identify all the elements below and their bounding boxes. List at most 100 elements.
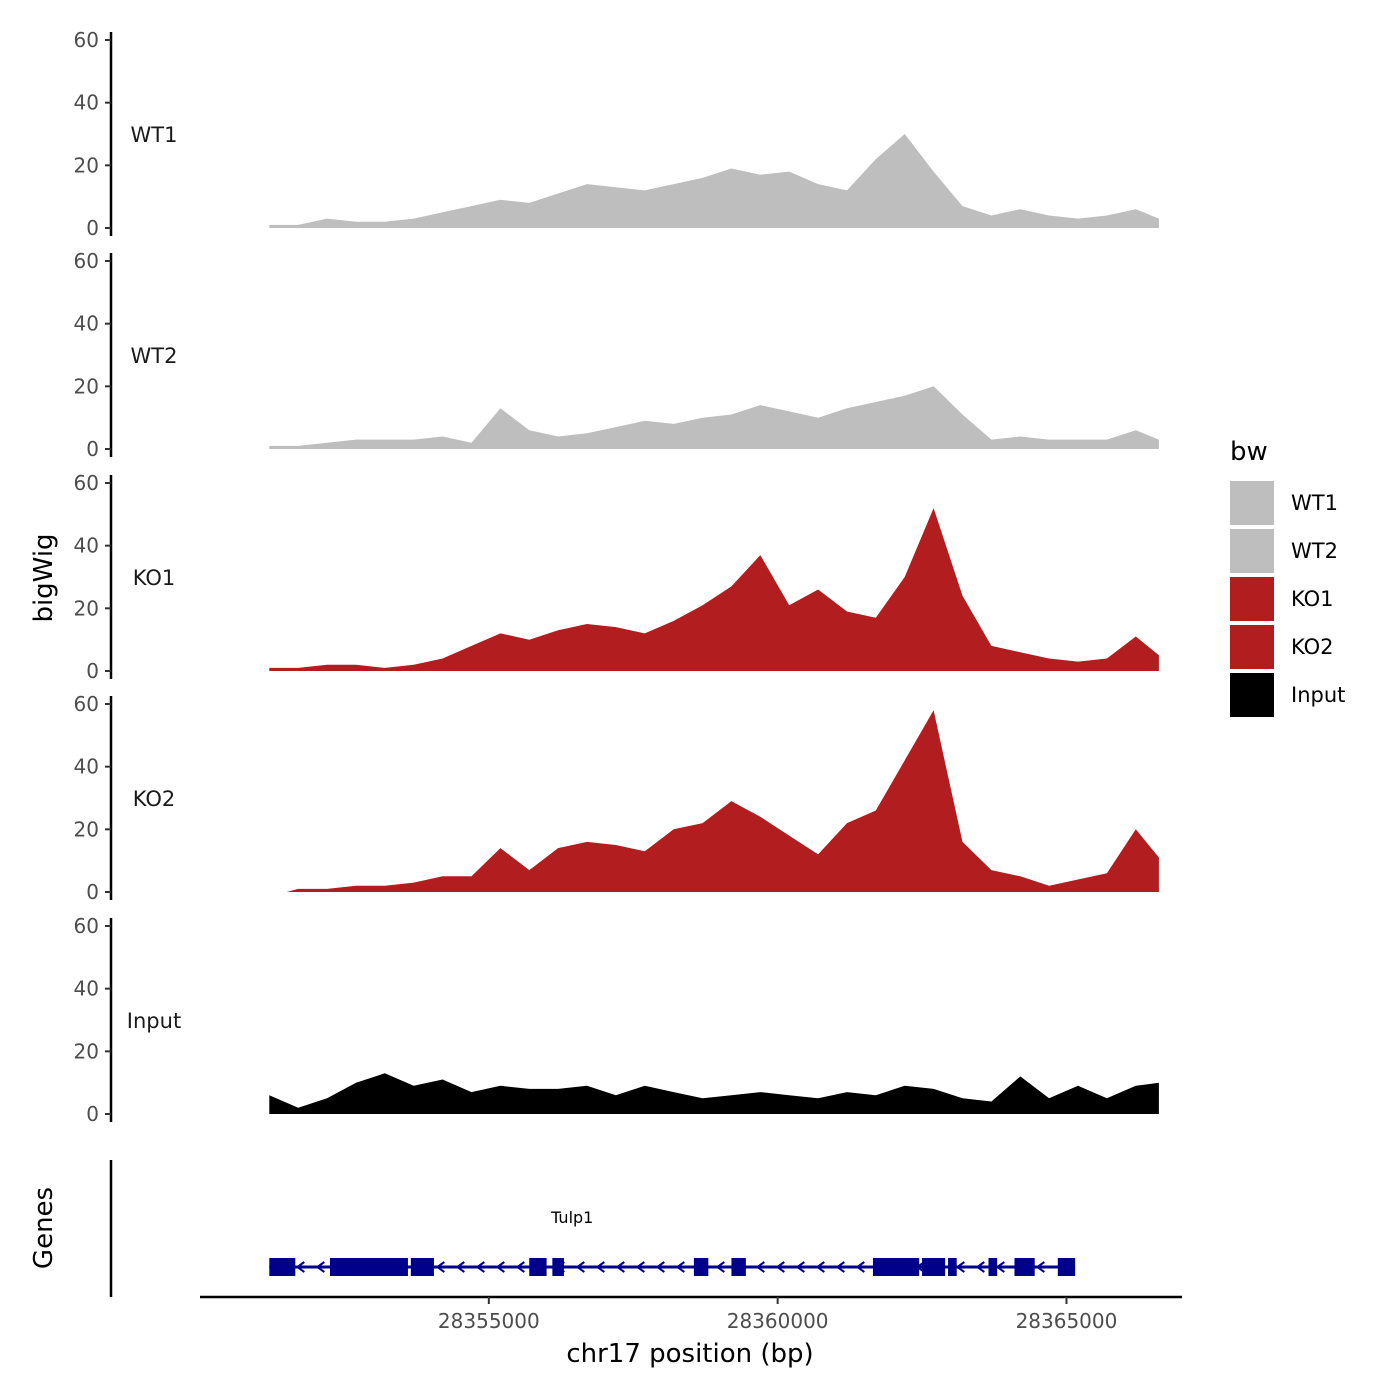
strand-arrow [755, 1261, 765, 1273]
strand-arrow [815, 1261, 825, 1273]
strand-arrow [775, 1261, 785, 1273]
legend-label: WT2 [1291, 539, 1338, 563]
exon [329, 1258, 408, 1276]
y-tick-label: 0 [86, 659, 99, 683]
track-label: KO2 [133, 787, 176, 811]
strand-arrow [315, 1261, 325, 1273]
strand-arrow [595, 1261, 605, 1273]
exon [731, 1258, 746, 1276]
track-label: WT2 [131, 344, 178, 368]
legend-label: WT1 [1291, 491, 1338, 515]
y-tick-label: 40 [74, 977, 99, 1001]
y-tick-label: 0 [86, 880, 99, 904]
track-panels: 0 20 40 60 WT1 0 20 40 60 WT2 0 20 40 60 KO1 0 20 40 60 KO2… [74, 28, 1159, 1126]
y-tick-label: 0 [86, 216, 99, 240]
y-tick-label: 40 [74, 91, 99, 115]
legend: bw WT1 WT2 KO1 KO2 Input [1230, 437, 1345, 717]
exon [1014, 1258, 1035, 1276]
strand-arrow [675, 1261, 685, 1273]
strand-arrow [715, 1261, 725, 1273]
y-tick-label: 20 [74, 374, 99, 398]
x-axis-title: chr17 position (bp) [566, 1339, 813, 1369]
strand-arrow [635, 1261, 645, 1273]
strand-arrow [455, 1261, 465, 1273]
y-tick-label: 40 [74, 534, 99, 558]
x-tick-label: 28355000 [438, 1309, 540, 1333]
legend-label: KO1 [1291, 587, 1334, 611]
strand-arrow [615, 1261, 625, 1273]
legend-items: WT1 WT2 KO1 KO2 Input [1230, 481, 1345, 717]
strand-arrow [575, 1261, 585, 1273]
strand-arrow [435, 1261, 445, 1273]
strand-arrow [655, 1261, 665, 1273]
coverage-area [269, 386, 1159, 449]
exon [529, 1258, 547, 1276]
track-ko2: 0 20 40 60 KO2 [74, 692, 1159, 904]
exon [948, 1258, 957, 1276]
y-axis-title: bigWig [29, 533, 59, 622]
legend-swatch [1230, 577, 1274, 621]
coverage-area [286, 710, 1159, 892]
exon [410, 1258, 434, 1276]
track-wt1: 0 20 40 60 WT1 [74, 28, 1159, 240]
strand-arrow [995, 1261, 1005, 1273]
legend-item-ko1: KO1 [1230, 577, 1334, 621]
legend-item-wt1: WT1 [1230, 481, 1338, 525]
strand-arrow [475, 1261, 485, 1273]
strand-arrow [955, 1261, 965, 1273]
legend-swatch [1230, 625, 1274, 669]
track-label: Input [127, 1009, 181, 1033]
legend-swatch [1230, 529, 1274, 573]
y-tick-label: 20 [74, 153, 99, 177]
track-ko1: 0 20 40 60 KO1 [74, 471, 1159, 683]
exon [269, 1258, 296, 1276]
y-tick-label: 0 [86, 437, 99, 461]
strand-arrow [1035, 1261, 1045, 1273]
track-wt2: 0 20 40 60 WT2 [74, 249, 1159, 461]
track-input: 0 20 40 60 Input [74, 914, 1159, 1126]
y-tick-label: 20 [74, 1039, 99, 1063]
x-axis: 28355000 28360000 28365000 [200, 1295, 1182, 1333]
strand-arrow [835, 1261, 845, 1273]
legend-item-input: Input [1230, 673, 1345, 717]
strand-arrow [975, 1261, 985, 1273]
x-tick-label: 28360000 [727, 1309, 829, 1333]
legend-item-ko2: KO2 [1230, 625, 1334, 669]
track-label: WT1 [131, 123, 178, 147]
legend-label: KO2 [1291, 635, 1334, 659]
y-tick-label: 60 [74, 471, 99, 495]
legend-title: bw [1230, 437, 1268, 467]
coverage-area [269, 508, 1159, 671]
legend-swatch [1230, 481, 1274, 525]
coverage-area [269, 1073, 1159, 1114]
exon [552, 1258, 564, 1276]
strand-arrow [795, 1261, 805, 1273]
y-tick-label: 60 [74, 692, 99, 716]
genes-axis-title: Genes [29, 1187, 59, 1269]
gene-track-panel: Tulp1 [109, 1160, 1076, 1297]
legend-item-wt2: WT2 [1230, 529, 1338, 573]
strand-arrow [495, 1261, 505, 1273]
y-tick-label: 60 [74, 914, 99, 938]
exon [693, 1258, 709, 1276]
y-tick-label: 20 [74, 596, 99, 620]
y-tick-label: 0 [86, 1102, 99, 1126]
legend-label: Input [1291, 683, 1345, 707]
y-tick-label: 20 [74, 817, 99, 841]
gene-name: Tulp1 [550, 1208, 593, 1227]
y-tick-label: 60 [74, 249, 99, 273]
strand-arrow [295, 1261, 305, 1273]
y-tick-label: 60 [74, 28, 99, 52]
x-tick-label: 28365000 [1016, 1309, 1118, 1333]
exon [922, 1258, 946, 1276]
exon [1057, 1258, 1076, 1276]
coverage-area [269, 134, 1159, 228]
legend-swatch [1230, 673, 1274, 717]
strand-arrow [855, 1261, 865, 1273]
strand-arrow [515, 1261, 525, 1273]
exon [872, 1258, 920, 1276]
y-tick-label: 40 [74, 312, 99, 336]
exon [988, 1258, 998, 1276]
track-label: KO1 [133, 566, 176, 590]
